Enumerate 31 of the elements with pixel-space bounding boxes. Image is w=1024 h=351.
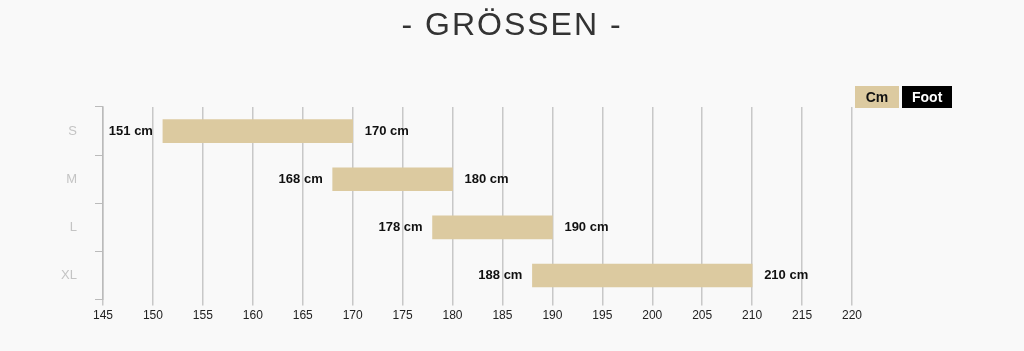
bar <box>162 119 353 143</box>
x-tick-label: 160 <box>242 308 264 323</box>
bar <box>532 263 753 288</box>
annotation: 180 cm <box>464 170 509 186</box>
x-tick-label: 145 <box>92 308 114 323</box>
annotation: 178 cm <box>378 218 423 234</box>
x-tick-label: 220 <box>841 308 863 323</box>
x-tick-label: 195 <box>592 308 613 323</box>
chart-title: - GRÖSSEN - <box>400 6 624 43</box>
x-tick-label: 185 <box>492 308 513 323</box>
x-tick-label: 175 <box>392 308 413 323</box>
x-tick-label: 165 <box>292 308 314 323</box>
annotation: 151 cm <box>108 122 153 138</box>
bar <box>432 215 553 240</box>
x-tick-label: 155 <box>192 308 214 323</box>
annotation: 190 cm <box>564 218 609 234</box>
x-tick-label: 200 <box>642 308 663 323</box>
annotation: 170 cm <box>364 122 409 138</box>
annotation: 188 cm <box>478 267 523 283</box>
annotation: 168 cm <box>278 170 323 186</box>
x-tick-label: 210 <box>742 308 763 323</box>
bar <box>332 167 453 192</box>
x-tick-label: 180 <box>442 308 463 323</box>
annotation: 210 cm <box>764 267 809 283</box>
x-tick-label: 170 <box>342 308 363 323</box>
x-tick-label: 190 <box>542 308 563 323</box>
text: Cm <box>855 86 899 108</box>
text: Foot <box>902 86 953 108</box>
x-tick-label: 150 <box>142 308 164 323</box>
x-tick-label: 215 <box>792 308 813 323</box>
x-tick-label: 205 <box>692 308 713 323</box>
